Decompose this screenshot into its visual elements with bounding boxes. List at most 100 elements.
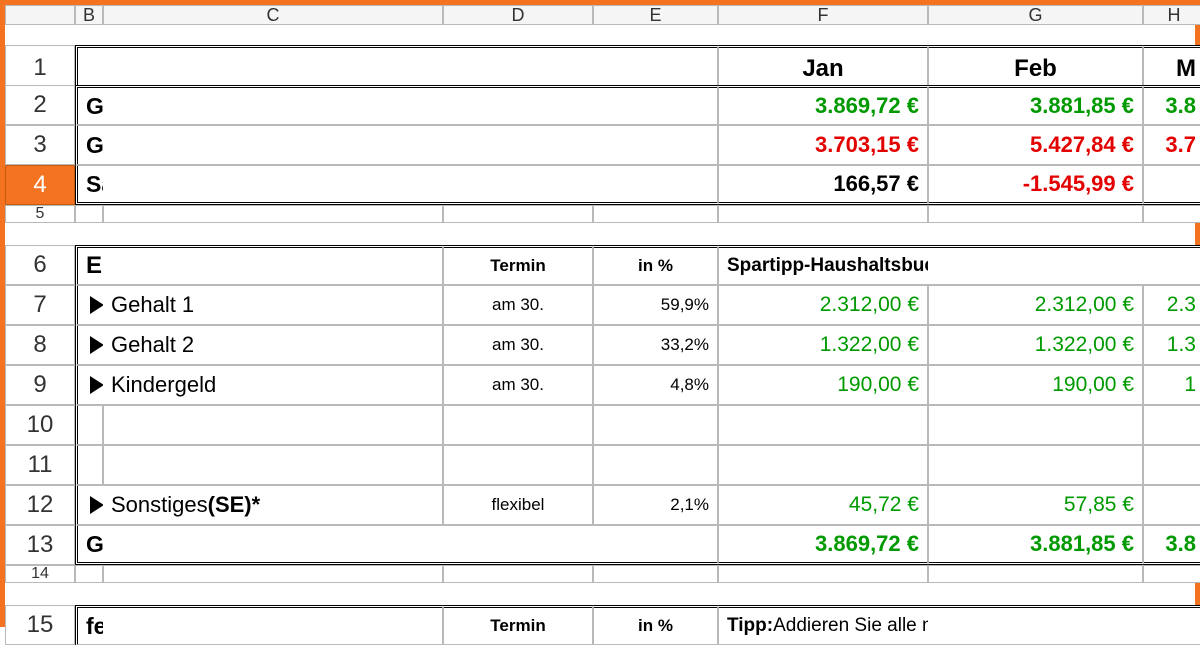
cell-e3[interactable] (593, 125, 718, 165)
gesamteinnahmen-jan[interactable]: 3.869,72 € (718, 85, 928, 125)
saldo-jan[interactable]: 166,57 € (718, 165, 928, 205)
cell-h10[interactable] (1143, 405, 1200, 445)
col-header-b[interactable]: B (75, 5, 103, 25)
gehalt1-jan[interactable]: 2.312,00 € (718, 285, 928, 325)
cell-f10[interactable] (718, 405, 928, 445)
row-header-10[interactable]: 10 (5, 405, 75, 445)
gesamtausgaben-feb[interactable]: 5.427,84 € (928, 125, 1143, 165)
gehalt2-label[interactable]: Gehalt 2 (103, 325, 443, 365)
gesamtausgaben-mar[interactable]: 3.7 (1143, 125, 1200, 165)
cell-d10[interactable] (443, 405, 593, 445)
einnahmen-total-feb[interactable]: 3.881,85 € (928, 525, 1143, 565)
gehalt1-termin[interactable]: am 30. (443, 285, 593, 325)
col-header-f[interactable]: F (718, 5, 928, 25)
gehalt1-label[interactable]: Gehalt 1 (103, 285, 443, 325)
cell-h5[interactable] (1143, 205, 1200, 223)
row-header-6[interactable]: 6 (5, 245, 75, 285)
cell-e5[interactable] (593, 205, 718, 223)
ausgaben-label[interactable]: feste Ausgaben (75, 605, 103, 645)
expand-sonstiges[interactable] (75, 485, 103, 525)
ausgaben-pct-header[interactable]: in % (593, 605, 718, 645)
cell-c4[interactable] (103, 165, 443, 205)
cell-e13[interactable] (593, 525, 718, 565)
col-header-g[interactable]: G (928, 5, 1143, 25)
row-header-11[interactable]: 11 (5, 445, 75, 485)
einnahmen-total-label[interactable]: Gesamteinnahmen: (75, 525, 103, 565)
gehalt1-mar[interactable]: 2.3 (1143, 285, 1200, 325)
cell-d5[interactable] (443, 205, 593, 223)
cell-f11[interactable] (718, 445, 928, 485)
gesamtausgaben-label[interactable]: Gesamtausgaben (75, 125, 103, 165)
saldo-label[interactable]: Saldo (75, 165, 103, 205)
cell-c3[interactable] (103, 125, 443, 165)
cell-e10[interactable] (593, 405, 718, 445)
cell-c10[interactable] (103, 405, 443, 445)
einnahmen-note[interactable]: Spartipp-Haushaltsbuch.de - Wenn Sie (718, 245, 928, 285)
cell-e14[interactable] (593, 565, 718, 583)
sonstiges-mar[interactable] (1143, 485, 1200, 525)
cell-h14[interactable] (1143, 565, 1200, 583)
cell-c14[interactable] (103, 565, 443, 583)
row-header-15[interactable]: 15 (5, 605, 75, 645)
cell-g5[interactable] (928, 205, 1143, 223)
cell-b10[interactable] (75, 405, 103, 445)
cell-e11[interactable] (593, 445, 718, 485)
gehalt2-termin[interactable]: am 30. (443, 325, 593, 365)
cell-g11[interactable] (928, 445, 1143, 485)
cell-h6[interactable] (1143, 245, 1200, 285)
cell-b5[interactable] (75, 205, 103, 223)
cell-c13[interactable] (103, 525, 443, 565)
saldo-feb[interactable]: -1.545,99 € (928, 165, 1143, 205)
col-header-h[interactable]: H (1143, 5, 1200, 25)
gehalt2-mar[interactable]: 1.3 (1143, 325, 1200, 365)
cell-f14[interactable] (718, 565, 928, 583)
corner-cell[interactable] (5, 5, 75, 25)
gesamteinnahmen-mar[interactable]: 3.8 (1143, 85, 1200, 125)
einnahmen-label[interactable]: Einnahmen (75, 245, 103, 285)
kindergeld-pct[interactable]: 4,8% (593, 365, 718, 405)
einnahmen-termin-header[interactable]: Termin (443, 245, 593, 285)
cell-b11[interactable] (75, 445, 103, 485)
kindergeld-mar[interactable]: 1 (1143, 365, 1200, 405)
cell-d13[interactable] (443, 525, 593, 565)
gehalt1-feb[interactable]: 2.312,00 € (928, 285, 1143, 325)
cell-d3[interactable] (443, 125, 593, 165)
row-header-7[interactable]: 7 (5, 285, 75, 325)
kindergeld-jan[interactable]: 190,00 € (718, 365, 928, 405)
row-header-3[interactable]: 3 (5, 125, 75, 165)
sonstiges-label[interactable]: Sonstiges (SE)* (103, 485, 443, 525)
cell-b14[interactable] (75, 565, 103, 583)
cell-g6[interactable] (928, 245, 1143, 285)
gehalt1-pct[interactable]: 59,9% (593, 285, 718, 325)
cell-d2[interactable] (443, 85, 593, 125)
cell-d11[interactable] (443, 445, 593, 485)
row-header-9[interactable]: 9 (5, 365, 75, 405)
saldo-mar[interactable] (1143, 165, 1200, 205)
expand-gehalt1[interactable] (75, 285, 103, 325)
cell-c5[interactable] (103, 205, 443, 223)
einnahmen-total-mar[interactable]: 3.8 (1143, 525, 1200, 565)
col-header-c[interactable]: C (103, 5, 443, 25)
cell-g10[interactable] (928, 405, 1143, 445)
col-header-e[interactable]: E (593, 5, 718, 25)
kindergeld-termin[interactable]: am 30. (443, 365, 593, 405)
cell-c6[interactable] (103, 245, 443, 285)
cell-e2[interactable] (593, 85, 718, 125)
cell-h11[interactable] (1143, 445, 1200, 485)
row-header-4[interactable]: 4 (5, 165, 75, 205)
col-header-d[interactable]: D (443, 5, 593, 25)
row-header-14[interactable]: 14 (5, 565, 75, 583)
cell-c2[interactable] (103, 85, 443, 125)
ausgaben-tipp[interactable]: Tipp: Addieren Sie alle nicht monatlich … (718, 605, 928, 645)
cell-f5[interactable] (718, 205, 928, 223)
gehalt2-jan[interactable]: 1.322,00 € (718, 325, 928, 365)
cell-c15[interactable] (103, 605, 443, 645)
cell-g15[interactable] (928, 605, 1143, 645)
sonstiges-feb[interactable]: 57,85 € (928, 485, 1143, 525)
cell-g14[interactable] (928, 565, 1143, 583)
row-header-13[interactable]: 13 (5, 525, 75, 565)
gehalt2-feb[interactable]: 1.322,00 € (928, 325, 1143, 365)
row-header-5[interactable]: 5 (5, 205, 75, 223)
ausgaben-termin-header[interactable]: Termin (443, 605, 593, 645)
row-header-12[interactable]: 12 (5, 485, 75, 525)
